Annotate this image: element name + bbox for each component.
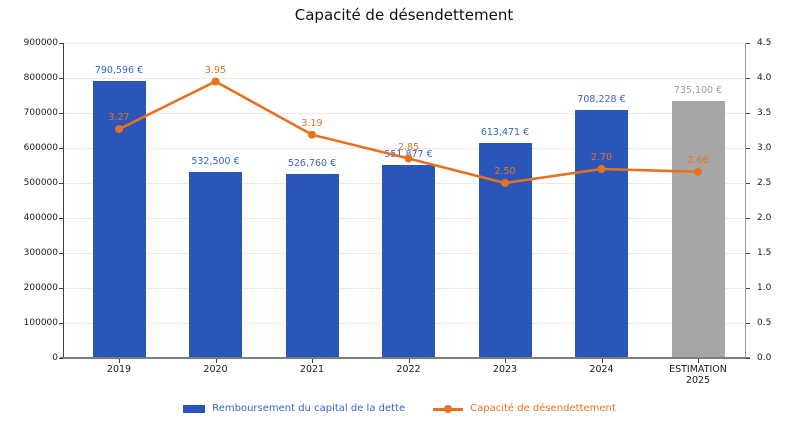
- x-axis-tick-label: 2022: [396, 364, 421, 375]
- legend-item: Remboursement du capital de la dette: [183, 403, 405, 415]
- bar-value-label: 526,760 €: [287, 157, 337, 169]
- bar-value-label: 708,228 €: [577, 94, 626, 106]
- legend: Remboursement du capital de la dette Capa…: [0, 399, 799, 419]
- y2-axis-tick-label: 4.5: [757, 38, 772, 48]
- x-axis-tick-mark: [505, 359, 506, 363]
- y-axis-tick-mark: [59, 253, 63, 254]
- line-point-label: 2.85: [397, 141, 420, 153]
- y-axis-tick-mark: [59, 323, 63, 324]
- y-axis-spine: [63, 43, 64, 358]
- y-axis-tick-mark: [59, 218, 63, 219]
- y2-axis-tick-label: 2.5: [757, 178, 772, 188]
- y2-axis-tick-mark: [746, 183, 750, 184]
- legend-line-swatch: [433, 405, 464, 414]
- y-axis-tick-label: 800000: [23, 73, 58, 83]
- y-axis-tick-label: 400000: [23, 213, 58, 223]
- y2-axis-tick-label: 0.5: [757, 318, 772, 328]
- y2-axis-tick-mark: [746, 358, 750, 359]
- x-axis-tick-label: 2024: [589, 364, 614, 375]
- bar: [671, 100, 725, 357]
- y-axis-tick-label: 900000: [23, 38, 58, 48]
- x-axis-tick-label: 2021: [299, 364, 325, 375]
- x-axis-tick-label: 2019: [106, 364, 132, 375]
- y-axis-tick-label: 500000: [23, 178, 58, 188]
- y2-axis-tick-label: 1.5: [757, 248, 772, 258]
- x-axis-tick-label: 2023: [492, 364, 518, 375]
- y-axis-tick-label: 100000: [23, 318, 58, 328]
- y-axis-tick-label: 700000: [23, 108, 58, 118]
- y2-axis-tick-mark: [746, 78, 750, 79]
- x-axis-tick-mark: [698, 359, 699, 363]
- line-point-label: 2.50: [494, 166, 516, 177]
- line-point-label: 2.66: [687, 154, 709, 166]
- y2-axis-tick-label: 4.0: [757, 73, 772, 83]
- y2-axis-tick-mark: [746, 113, 750, 114]
- bar-value-label: 735,100 €: [673, 84, 723, 96]
- y-axis-tick-label: 600000: [23, 143, 58, 153]
- bar-value-label: 532,500 €: [191, 155, 240, 167]
- grid-line: [63, 43, 745, 44]
- x-axis-tick-mark: [408, 359, 410, 363]
- y2-axis-spine: [745, 43, 746, 358]
- x-axis-tick-label: 2020: [203, 364, 228, 375]
- bar: [189, 171, 242, 357]
- x-axis-tick-mark: [215, 359, 217, 363]
- y-axis-tick-mark: [59, 43, 63, 44]
- bar-value-label: 613,471 €: [480, 127, 530, 139]
- bar: [382, 164, 435, 357]
- y2-axis-tick-label: 3.5: [757, 108, 772, 118]
- bar: [285, 173, 339, 357]
- line-point-label: 3.19: [301, 117, 323, 129]
- line-point-label: 3.27: [108, 112, 130, 124]
- legend-label: Capacité de désendettement: [470, 403, 616, 414]
- y-axis-tick-label: 200000: [23, 283, 58, 293]
- bar-value-label: 790,596 €: [94, 65, 144, 77]
- line-point-label: 3.95: [204, 64, 227, 76]
- y-axis-tick-mark: [59, 358, 63, 359]
- y2-axis-tick-mark: [746, 43, 750, 44]
- legend-item: Capacité de désendettement: [433, 403, 616, 415]
- y2-axis-tick-label: 2.0: [757, 213, 772, 223]
- y-axis-tick-mark: [59, 183, 63, 184]
- y-axis-tick-mark: [59, 113, 63, 114]
- grid-line: [63, 78, 745, 79]
- y2-axis-tick-label: 0.0: [757, 353, 772, 363]
- y-axis-tick-mark: [59, 288, 63, 289]
- grid-line: [63, 113, 745, 114]
- chart-title: Capacité de désendettement: [294, 6, 514, 24]
- x-axis-tick-mark: [601, 359, 603, 363]
- y-axis-tick-mark: [59, 148, 63, 149]
- bar: [575, 110, 628, 357]
- x-axis-tick-label: ESTIMATION 2025: [669, 364, 727, 386]
- y-axis-tick-label: 0: [52, 353, 58, 363]
- y2-axis-tick-mark: [746, 253, 750, 254]
- y2-axis-tick-label: 3.0: [757, 143, 772, 153]
- y2-axis-tick-mark: [746, 218, 750, 219]
- y2-axis-tick-mark: [746, 288, 750, 289]
- line-point-label: 2.70: [590, 152, 613, 163]
- legend-line-dot: [444, 405, 453, 413]
- y-axis-tick-label: 300000: [23, 248, 58, 258]
- x-axis-spine: [60, 357, 750, 359]
- y-axis-tick-mark: [59, 78, 63, 79]
- legend-bar-swatch: [183, 405, 206, 413]
- legend-label: Remboursement du capital de la dette: [212, 403, 406, 414]
- y2-axis-tick-mark: [746, 148, 750, 149]
- x-axis-tick-mark: [119, 359, 120, 363]
- y2-axis-tick-mark: [746, 323, 750, 324]
- y2-axis-tick-label: 1.0: [757, 283, 772, 293]
- x-axis-tick-mark: [312, 359, 313, 363]
